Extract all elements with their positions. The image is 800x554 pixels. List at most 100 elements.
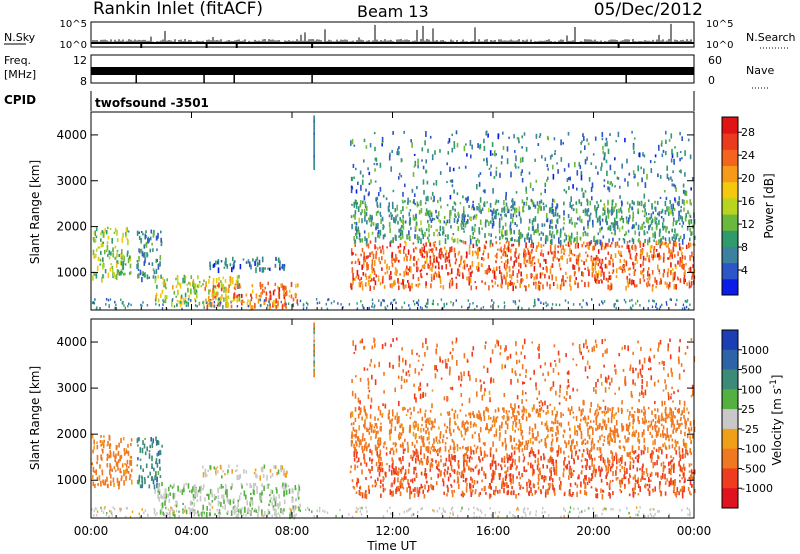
data-cell bbox=[175, 295, 177, 298]
data-cell bbox=[448, 138, 451, 143]
data-cell bbox=[690, 469, 693, 474]
data-cell bbox=[257, 263, 260, 266]
data-cell bbox=[400, 445, 403, 448]
data-cell bbox=[632, 280, 635, 285]
data-cell bbox=[160, 494, 162, 499]
data-cell bbox=[497, 212, 500, 216]
data-cell bbox=[497, 133, 500, 140]
data-cell bbox=[451, 280, 454, 286]
data-cell bbox=[564, 299, 567, 302]
data-cell bbox=[101, 457, 103, 461]
data-cell bbox=[634, 492, 636, 495]
data-cell bbox=[164, 294, 167, 299]
data-cell bbox=[652, 465, 655, 469]
data-cell bbox=[676, 220, 678, 224]
data-cell bbox=[276, 472, 278, 476]
data-cell bbox=[659, 490, 661, 493]
data-cell bbox=[457, 218, 459, 222]
data-cell bbox=[682, 183, 685, 188]
data-cell bbox=[407, 268, 410, 271]
data-cell bbox=[545, 304, 548, 308]
data-cell bbox=[537, 449, 540, 455]
data-cell bbox=[260, 466, 263, 472]
data-cell bbox=[409, 200, 411, 203]
data-cell bbox=[441, 265, 443, 270]
data-cell bbox=[243, 469, 245, 474]
data-cell bbox=[493, 422, 496, 427]
data-cell bbox=[115, 453, 117, 459]
data-cell bbox=[109, 443, 111, 449]
data-cell bbox=[234, 469, 237, 473]
data-cell bbox=[605, 277, 608, 281]
data-cell bbox=[276, 304, 279, 309]
data-cell bbox=[406, 256, 408, 262]
data-cell bbox=[203, 484, 205, 488]
data-cell bbox=[484, 453, 487, 457]
data-cell bbox=[177, 280, 179, 285]
data-cell bbox=[503, 248, 505, 254]
data-cell bbox=[448, 219, 451, 224]
data-cell bbox=[518, 206, 521, 212]
data-cell bbox=[424, 251, 426, 254]
data-cell bbox=[587, 281, 590, 288]
data-cell bbox=[110, 480, 112, 486]
data-cell bbox=[274, 465, 277, 470]
data-cell bbox=[517, 493, 520, 496]
data-cell bbox=[396, 204, 398, 211]
data-cell bbox=[446, 256, 449, 262]
data-cell bbox=[536, 464, 539, 470]
data-cell bbox=[575, 208, 578, 214]
data-cell bbox=[672, 170, 674, 174]
data-cell bbox=[506, 254, 508, 258]
data-cell bbox=[389, 152, 391, 157]
data-cell bbox=[643, 450, 645, 455]
data-cell bbox=[503, 244, 506, 250]
data-cell bbox=[251, 500, 254, 506]
data-cell bbox=[297, 496, 300, 500]
data-cell bbox=[469, 277, 472, 284]
data-cell bbox=[142, 252, 145, 258]
data-cell bbox=[374, 304, 376, 307]
data-cell bbox=[389, 227, 391, 233]
data-cell bbox=[371, 231, 374, 235]
data-cell bbox=[586, 198, 588, 202]
data-cell bbox=[570, 468, 573, 473]
data-cell bbox=[497, 200, 500, 203]
data-cell bbox=[256, 256, 259, 261]
data-cell bbox=[498, 266, 501, 270]
data-cell bbox=[425, 480, 428, 484]
data-cell bbox=[407, 280, 409, 283]
data-cell bbox=[527, 232, 530, 237]
data-cell bbox=[450, 483, 452, 486]
data-cell bbox=[537, 284, 540, 290]
data-cell bbox=[279, 260, 281, 265]
data-cell bbox=[543, 475, 546, 479]
data-cell bbox=[119, 455, 121, 462]
data-cell bbox=[594, 457, 596, 461]
data-cell bbox=[502, 131, 504, 135]
data-cell bbox=[673, 183, 675, 187]
data-cell bbox=[438, 266, 440, 270]
data-cell bbox=[481, 488, 483, 491]
data-cell bbox=[468, 249, 471, 255]
data-cell bbox=[609, 256, 612, 260]
data-cell bbox=[426, 250, 428, 257]
data-cell bbox=[623, 474, 625, 480]
data-cell bbox=[646, 473, 649, 477]
data-cell bbox=[641, 202, 643, 206]
data-cell bbox=[190, 299, 192, 302]
data-cell bbox=[189, 282, 192, 287]
data-cell bbox=[587, 225, 589, 229]
data-cell bbox=[516, 279, 519, 283]
data-cell bbox=[470, 476, 472, 481]
data-cell bbox=[557, 245, 559, 248]
data-cell bbox=[249, 261, 251, 268]
data-cell bbox=[101, 230, 103, 233]
data-cell bbox=[515, 467, 517, 471]
data-cell bbox=[663, 268, 665, 273]
data-cell bbox=[669, 253, 672, 257]
data-cell bbox=[603, 276, 605, 280]
data-cell bbox=[482, 306, 485, 309]
data-cell bbox=[513, 207, 516, 214]
data-cell bbox=[462, 266, 464, 269]
